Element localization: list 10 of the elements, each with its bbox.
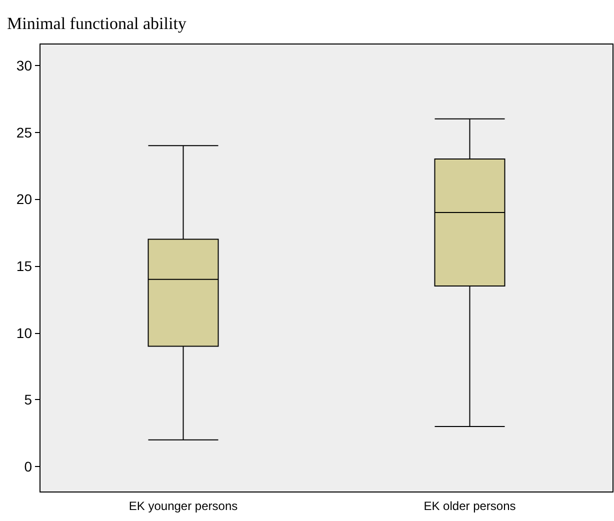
- y-tick-label: 30: [16, 57, 32, 74]
- chart-title: Minimal functional ability: [7, 14, 187, 33]
- y-tick-label: 25: [16, 124, 32, 140]
- x-tick-label: EK older persons: [424, 499, 516, 513]
- x-tick-label: EK younger persons: [128, 499, 238, 513]
- y-tick-label: 15: [16, 258, 32, 274]
- y-tick-label: 0: [24, 458, 32, 475]
- y-tick-label: 10: [16, 324, 32, 341]
- y-tick-label: 5: [24, 392, 32, 408]
- y-tick-label: 20: [16, 191, 32, 208]
